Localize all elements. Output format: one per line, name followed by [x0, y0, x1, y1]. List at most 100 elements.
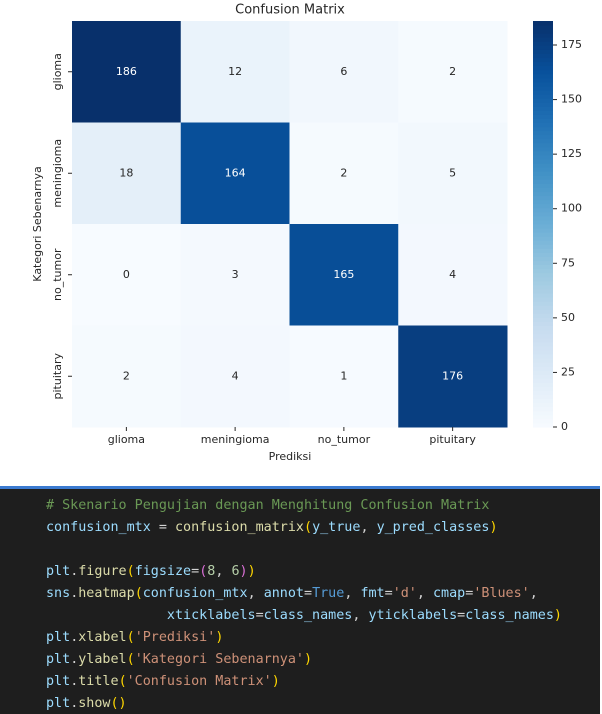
- code-token: ,: [529, 586, 538, 601]
- colorbar-segment: [533, 215, 553, 221]
- code-line: plt.show(): [46, 693, 600, 714]
- colorbar-segment: [533, 175, 553, 180]
- colorbar-segment: [533, 394, 553, 400]
- colorbar-segment: [533, 224, 553, 229]
- heatmap-cell: [180, 21, 290, 123]
- cell-label: 186: [116, 65, 137, 78]
- heatmap-cell: [289, 122, 399, 225]
- code-token: class_names: [465, 608, 554, 623]
- colorbar-segment: [533, 219, 553, 225]
- heatmap-cell: [72, 21, 182, 123]
- colorbar-segment: [533, 240, 553, 245]
- code-token: annot: [263, 586, 304, 601]
- code-token: =: [150, 520, 175, 535]
- code-token: 'Kategori Sebenarnya': [134, 652, 304, 667]
- heatmap-cell: [398, 21, 508, 123]
- colorbar-segment: [533, 134, 553, 140]
- colorbar-segment: [533, 313, 553, 318]
- code-token: 'Confusion Matrix': [126, 674, 272, 689]
- code-token: .: [70, 564, 79, 579]
- code-token: plt: [46, 652, 71, 667]
- code-token: (: [126, 652, 135, 667]
- code-token: ): [553, 608, 562, 623]
- colorbar-segment: [533, 146, 553, 152]
- code-token: 6: [231, 564, 240, 579]
- colorbar-segment: [533, 349, 553, 355]
- colorbar-segment: [533, 228, 553, 233]
- x-tick-label: pituitary: [429, 433, 476, 446]
- colorbar-segment: [533, 114, 553, 119]
- colorbar-segment: [533, 362, 553, 367]
- x-axis-label: Prediksi: [269, 450, 312, 463]
- cell-label: 2: [449, 65, 456, 78]
- cell-label: 164: [225, 166, 246, 179]
- code-line: plt.figure(figsize=(8, 6)): [46, 561, 600, 583]
- cell-label: 2: [340, 166, 347, 179]
- colorbar-segment: [533, 199, 553, 205]
- colorbar-segment: [533, 138, 553, 144]
- colorbar-segment: [533, 25, 553, 30]
- code-token: =: [465, 586, 474, 601]
- colorbar-segment: [533, 366, 553, 371]
- code-token: figure: [78, 564, 127, 579]
- colorbar-segment: [533, 41, 553, 46]
- colorbar-segment: [533, 65, 553, 71]
- code-token: (: [126, 630, 135, 645]
- code-token: xlabel: [78, 630, 127, 645]
- code-line: sns.heatmap(confusion_mtx, annot=True, f…: [46, 583, 600, 605]
- colorbar-segment: [533, 195, 553, 201]
- y-tick-label: meningioma: [51, 139, 64, 208]
- heatmap-cell: [398, 122, 508, 225]
- colorbar-segment: [533, 122, 553, 128]
- heatmap-cell: [289, 325, 399, 428]
- colorbar-segment: [533, 406, 553, 412]
- colorbar-segment: [533, 268, 553, 274]
- code-line: plt.ylabel('Kategori Sebenarnya'): [46, 649, 600, 671]
- heatmap-cell: [289, 21, 399, 123]
- code-token: .: [70, 586, 79, 601]
- code-token: ): [215, 630, 224, 645]
- code-token: figsize: [134, 564, 192, 579]
- colorbar-segment: [533, 422, 553, 428]
- colorbar-segment: [533, 171, 553, 176]
- colorbar-segment: [533, 154, 553, 160]
- colorbar-segment: [533, 163, 553, 168]
- code-token: (: [118, 674, 127, 689]
- colorbar-segment: [533, 98, 553, 103]
- colorbar-segment: [533, 130, 553, 136]
- y-tick-label: no_tumor: [51, 248, 64, 301]
- colorbar-tick-label: 125: [561, 147, 582, 160]
- colorbar-segment: [533, 81, 553, 87]
- colorbar-segment: [533, 264, 553, 270]
- code-token: 8: [207, 564, 216, 579]
- y-axis-label: Kategori Sebenarnya: [31, 166, 44, 281]
- code-token: ,: [215, 564, 232, 579]
- code-token: (: [304, 520, 313, 535]
- code-token: ): [489, 520, 498, 535]
- colorbar-segment: [533, 386, 553, 391]
- code-token: plt: [46, 696, 71, 711]
- colorbar-segment: [533, 244, 553, 249]
- colorbar-segment: [533, 126, 553, 132]
- colorbar-segment: [533, 118, 553, 123]
- code-token: ): [304, 652, 313, 667]
- cell-label: 5: [449, 166, 456, 179]
- cell-label: 12: [228, 65, 242, 78]
- y-tick-label: glioma: [51, 53, 64, 90]
- heatmap-cell: [72, 325, 182, 428]
- colorbar-segment: [533, 410, 553, 416]
- colorbar-segment: [533, 414, 553, 420]
- colorbar-segment: [533, 402, 553, 408]
- code-token: .: [70, 674, 79, 689]
- code-line: confusion_mtx = confusion_matrix(y_true,…: [46, 517, 600, 539]
- cell-label: 18: [119, 166, 133, 179]
- colorbar-segment: [533, 305, 553, 310]
- colorbar-segment: [533, 49, 553, 54]
- colorbar-segment: [533, 211, 553, 217]
- colorbar-segment: [533, 69, 553, 75]
- code-token: yticklabels: [368, 608, 458, 623]
- y-tick-label: pituitary: [51, 353, 64, 400]
- code-line: # Skenario Pengujian dengan Menghitung C…: [46, 495, 600, 517]
- x-tick-label: meningioma: [201, 433, 270, 446]
